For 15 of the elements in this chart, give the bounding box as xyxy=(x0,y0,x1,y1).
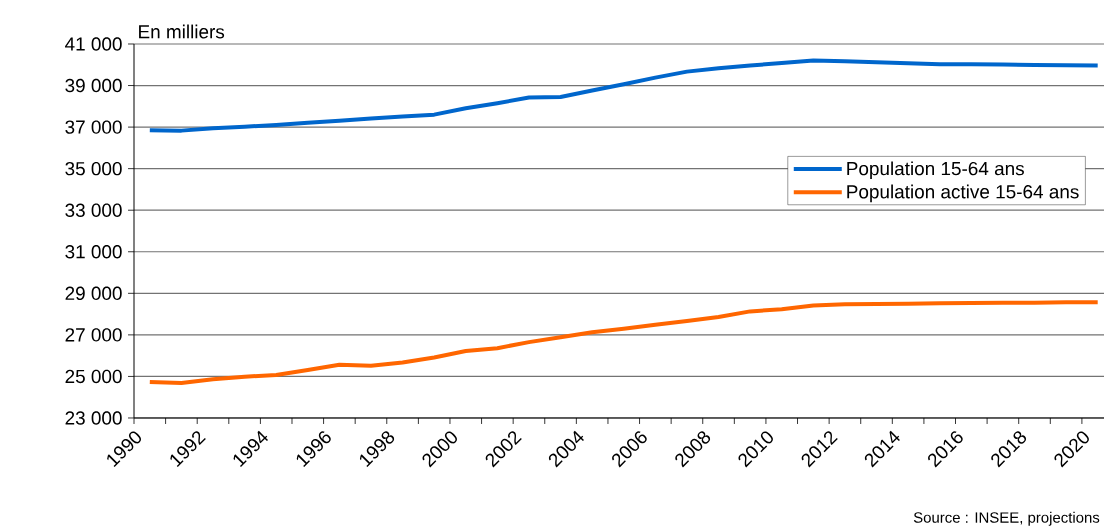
y-tick-label: 39 000 xyxy=(65,78,122,93)
y-tick-label: 37 000 xyxy=(65,120,122,134)
y-tick-label: 31 000 xyxy=(65,245,122,259)
y-tick-label: 41 000 xyxy=(65,37,122,51)
legend-label: Population active 15-64 ans xyxy=(847,184,1079,203)
y-tick-label: 35 000 xyxy=(65,161,122,176)
line-series xyxy=(147,300,1100,386)
y-tick-label: 29 000 xyxy=(65,286,122,301)
y-tick-label: 33 000 xyxy=(65,203,122,217)
y-tick-label: 27 000 xyxy=(65,328,122,342)
y-tick-label: 25 000 xyxy=(65,369,122,384)
y-axis-title: En milliers xyxy=(139,24,225,39)
legend-label: Population 15-64 ans xyxy=(847,161,1024,180)
y-tick-label: 23 000 xyxy=(65,411,122,425)
source-note: Source : INSEE, projections xyxy=(913,511,1100,526)
